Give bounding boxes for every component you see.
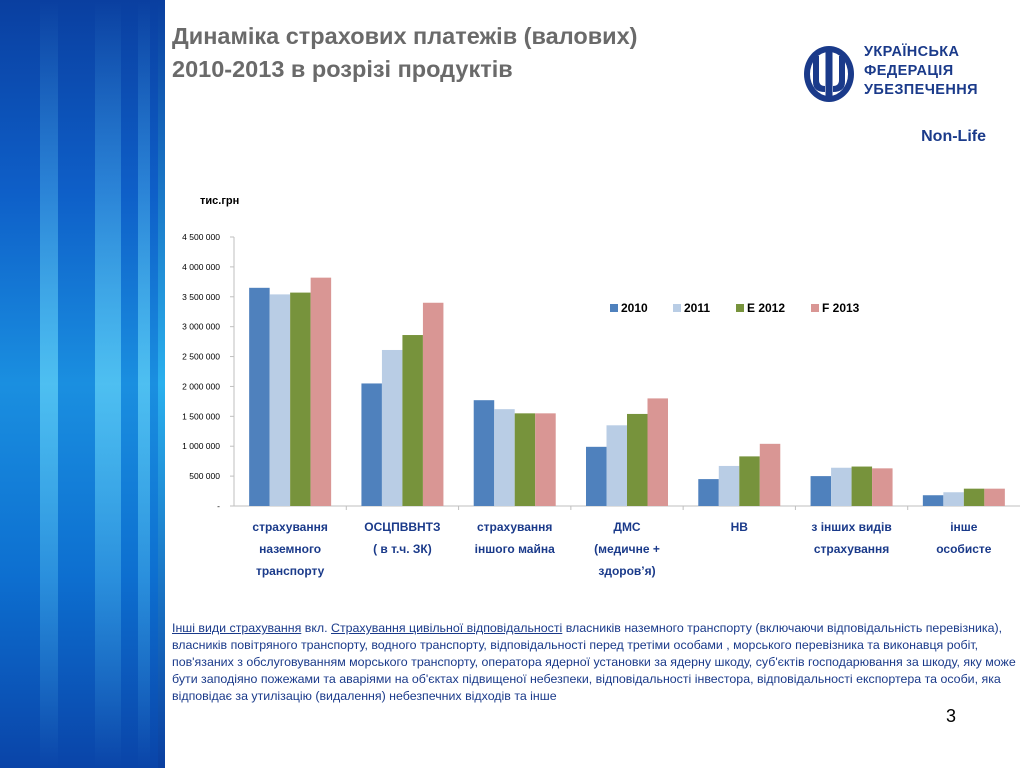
footnote-rest: власників наземного транспорту (включаюч… bbox=[172, 621, 1016, 703]
title-line-2: 2010-2013 в розрізі продуктів bbox=[172, 56, 513, 82]
legend-swatch bbox=[673, 304, 681, 312]
unit-label: тис.грн bbox=[200, 195, 240, 207]
bar-2011 bbox=[269, 294, 291, 506]
bar-f-2013 bbox=[422, 302, 444, 506]
legend-label: E 2012 bbox=[747, 301, 785, 315]
category-label: (медичне + bbox=[594, 542, 660, 556]
category-label: ОСЦПВВНТЗ bbox=[364, 520, 440, 534]
y-tick-label: 500 000 bbox=[189, 471, 220, 481]
bar-2010 bbox=[586, 446, 607, 506]
bar-2010 bbox=[473, 400, 495, 506]
category-label: транспорту bbox=[256, 564, 325, 578]
logo-text-line-2: ФЕДЕРАЦІЯ bbox=[864, 63, 954, 79]
category-label: інше bbox=[950, 520, 978, 534]
legend-swatch bbox=[610, 304, 618, 312]
category-label: здоров’я) bbox=[598, 564, 655, 578]
y-tick-label: 4 000 000 bbox=[182, 262, 220, 272]
footnote-lead: Інші види страхування bbox=[172, 621, 302, 635]
y-tick-label: 2 000 000 bbox=[182, 381, 220, 391]
bar-e-2012 bbox=[851, 466, 873, 506]
y-tick-label: 3 000 000 bbox=[182, 322, 220, 332]
category-label: з інших видів bbox=[811, 520, 891, 534]
y-tick-label: 1 000 000 bbox=[182, 441, 220, 451]
page-number: 3 bbox=[946, 706, 957, 726]
footnote-link[interactable]: Страхування цивільної відповідальності bbox=[331, 621, 563, 635]
federation-logo: УКРАЇНСЬКА ФЕДЕРАЦІЯ УБЕЗПЕЧЕННЯ bbox=[802, 42, 992, 106]
bar-f-2013 bbox=[984, 488, 1005, 506]
legend-swatch bbox=[811, 304, 819, 312]
page-title: Динаміка страхових платежів (валових) 20… bbox=[172, 20, 772, 86]
legend-label: F 2013 bbox=[822, 301, 860, 315]
bar-2011 bbox=[831, 467, 852, 506]
bar-f-2013 bbox=[310, 277, 332, 506]
bar-2010 bbox=[249, 287, 270, 506]
footnote-mid: вкл. bbox=[301, 621, 331, 635]
bar-2011 bbox=[381, 349, 403, 506]
category-label: ДМС bbox=[613, 520, 641, 534]
category-label: ( в т.ч. ЗК) bbox=[373, 542, 432, 556]
category-label: НВ bbox=[731, 520, 749, 534]
bar-chart: - 500 000 1 000 000 1 500 000 2 000 000 2 500… bbox=[182, 232, 1020, 578]
y-tick-label: - bbox=[217, 501, 220, 511]
bar-f-2013 bbox=[872, 468, 893, 506]
category-label: страхування bbox=[814, 542, 889, 556]
legend-label: 2010 bbox=[621, 301, 648, 315]
segment-label: Non-Life bbox=[921, 128, 986, 145]
logo-text-line-3: УБЕЗПЕЧЕННЯ bbox=[864, 82, 978, 98]
y-tick-label: 2 500 000 bbox=[182, 352, 220, 362]
category-label: наземного bbox=[259, 542, 321, 556]
y-tick-label: 3 500 000 bbox=[182, 292, 220, 302]
y-tick-label: 4 500 000 bbox=[182, 232, 220, 242]
trident-emblem-icon bbox=[804, 46, 854, 102]
bar-f-2013 bbox=[759, 443, 781, 506]
bar-2010 bbox=[922, 495, 944, 506]
bar-2011 bbox=[718, 465, 740, 506]
bar-e-2012 bbox=[402, 335, 423, 506]
bar-e-2012 bbox=[290, 292, 311, 506]
footnote: Інші види страхування вкл. Страхування ц… bbox=[172, 620, 1018, 705]
bar-e-2012 bbox=[739, 456, 760, 506]
bar-2011 bbox=[943, 492, 964, 506]
bar-e-2012 bbox=[514, 413, 536, 506]
bar-2010 bbox=[698, 479, 719, 506]
logo-text-line-1: УКРАЇНСЬКА bbox=[864, 44, 960, 60]
legend-swatch bbox=[736, 304, 744, 312]
bar-e-2012 bbox=[627, 413, 648, 506]
category-label: страхування bbox=[477, 520, 552, 534]
legend-label: 2011 bbox=[684, 301, 710, 315]
bar-f-2013 bbox=[647, 398, 668, 506]
category-label: іншого майна bbox=[475, 542, 555, 556]
decorative-side-band bbox=[0, 0, 165, 768]
bar-2011 bbox=[606, 425, 627, 506]
bar-2010 bbox=[810, 476, 832, 506]
bar-2010 bbox=[361, 383, 382, 506]
category-label: страхування bbox=[252, 520, 327, 534]
bar-e-2012 bbox=[963, 488, 985, 506]
category-label: особисте bbox=[936, 542, 992, 556]
title-line-1: Динаміка страхових платежів (валових) bbox=[172, 23, 638, 49]
bar-2011 bbox=[494, 409, 515, 506]
y-tick-label: 1 500 000 bbox=[182, 411, 220, 421]
bar-f-2013 bbox=[535, 413, 556, 506]
